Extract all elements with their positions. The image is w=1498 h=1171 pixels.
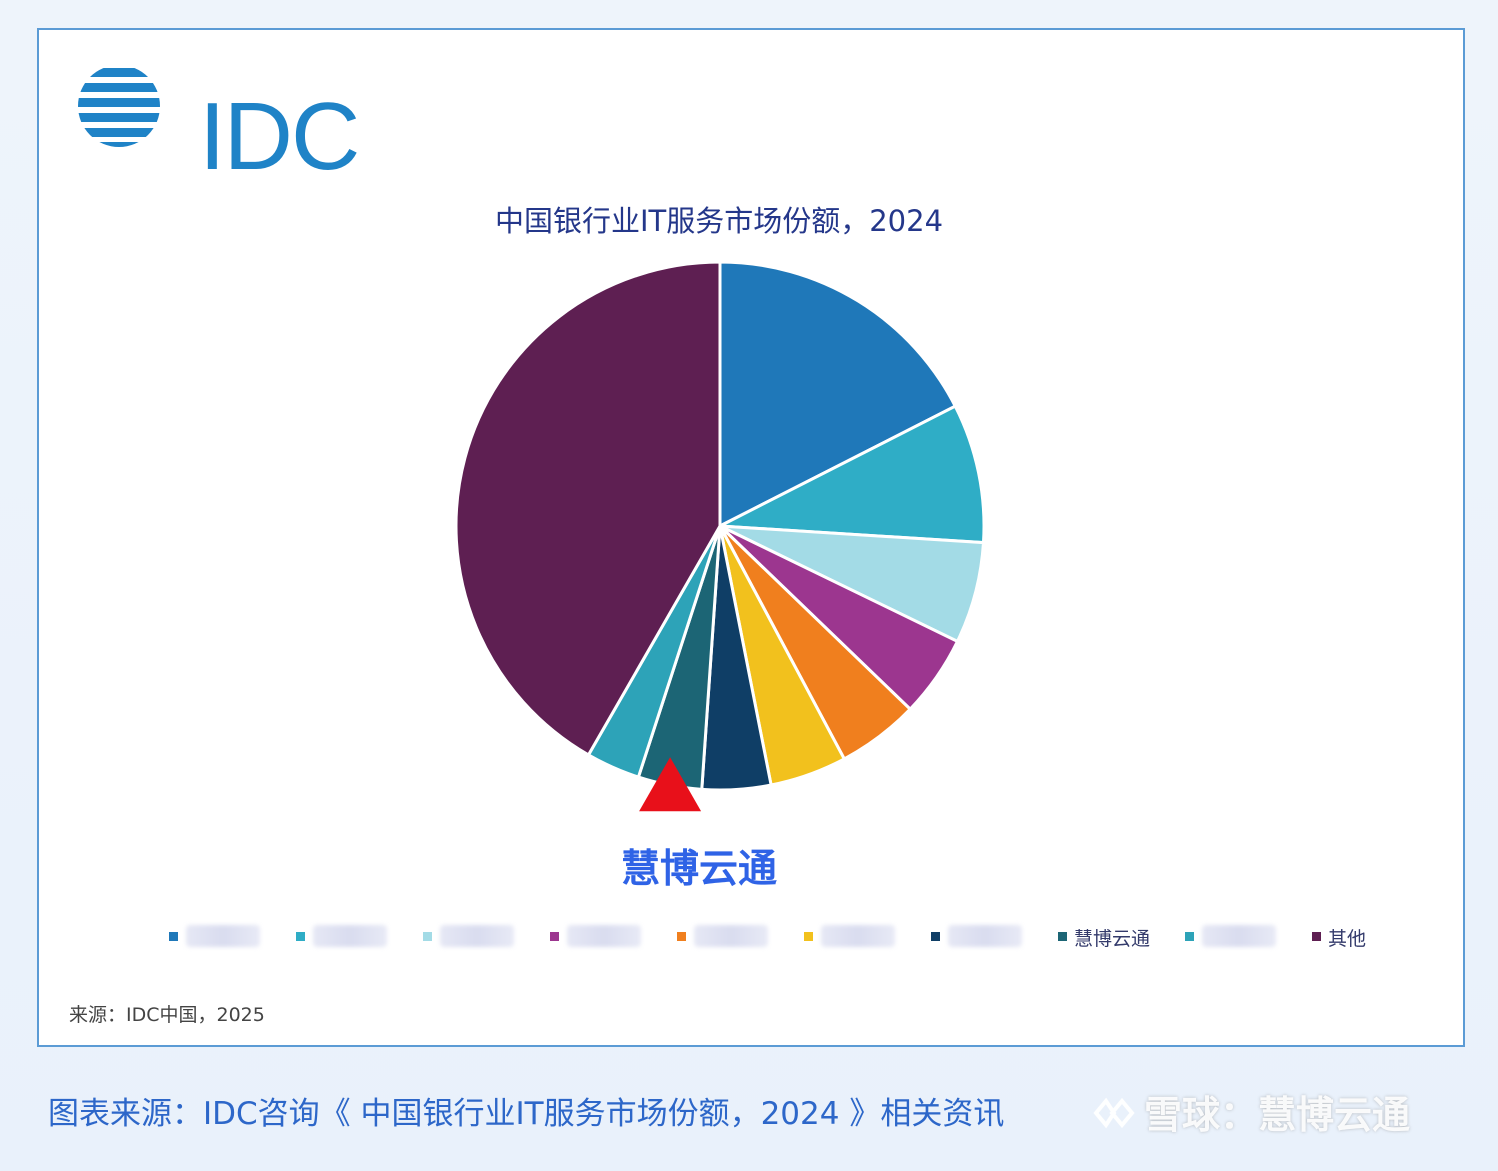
legend-label-redacted <box>1202 925 1276 947</box>
legend-label-redacted <box>440 925 514 947</box>
watermark: 雪球：慧博云通 <box>1092 1084 1410 1142</box>
legend-label: 其他 <box>1328 928 1367 950</box>
legend-label-redacted <box>948 925 1022 947</box>
figure-caption: 图表来源：IDC咨询《 中国银行业IT服务市场份额，2024 》相关资讯 <box>48 1096 1005 1132</box>
chart-title: 中国银行业IT服务市场份额，2024 <box>494 204 944 238</box>
pie-chart <box>454 260 986 812</box>
legend-swatch <box>169 932 178 941</box>
legend-swatch <box>804 932 813 941</box>
pie-slice-2 <box>714 404 986 545</box>
legend-swatch <box>931 932 940 941</box>
legend-swatch <box>423 932 432 941</box>
legend-label-redacted <box>694 925 768 947</box>
chart-legend: 慧博云通 其他 <box>169 918 1369 954</box>
legend-swatch <box>677 932 686 941</box>
source-note: 来源：IDC中国，2025 <box>69 1004 265 1026</box>
legend-swatch <box>1058 932 1067 941</box>
legend-label-redacted <box>186 925 260 947</box>
pie-slice-10 <box>454 260 722 757</box>
legend-swatch <box>550 932 559 941</box>
idc-logo-text: IDC <box>199 83 360 190</box>
legend-label-redacted <box>313 925 387 947</box>
chart-card: IDC 中国银行业IT服务市场份额，2024 慧博云通 慧博云通 其他 来源：ID… <box>37 28 1465 1047</box>
legend-swatch <box>1185 932 1194 941</box>
legend-label-redacted <box>821 925 895 947</box>
legend-swatch <box>1312 932 1321 941</box>
legend-label-redacted <box>567 925 641 947</box>
callout-label: 慧博云通 <box>620 847 777 892</box>
watermark-text: 雪球：慧博云通 <box>1144 1093 1411 1137</box>
legend-swatch <box>296 932 305 941</box>
pie-slice-1 <box>718 260 958 529</box>
callout-marker-triangle <box>639 757 702 812</box>
idc-logo: IDC <box>75 64 360 190</box>
xueqiu-snowball-icon <box>1092 1093 1136 1142</box>
legend-label: 慧博云通 <box>1074 928 1151 950</box>
idc-globe-icon <box>78 68 160 147</box>
